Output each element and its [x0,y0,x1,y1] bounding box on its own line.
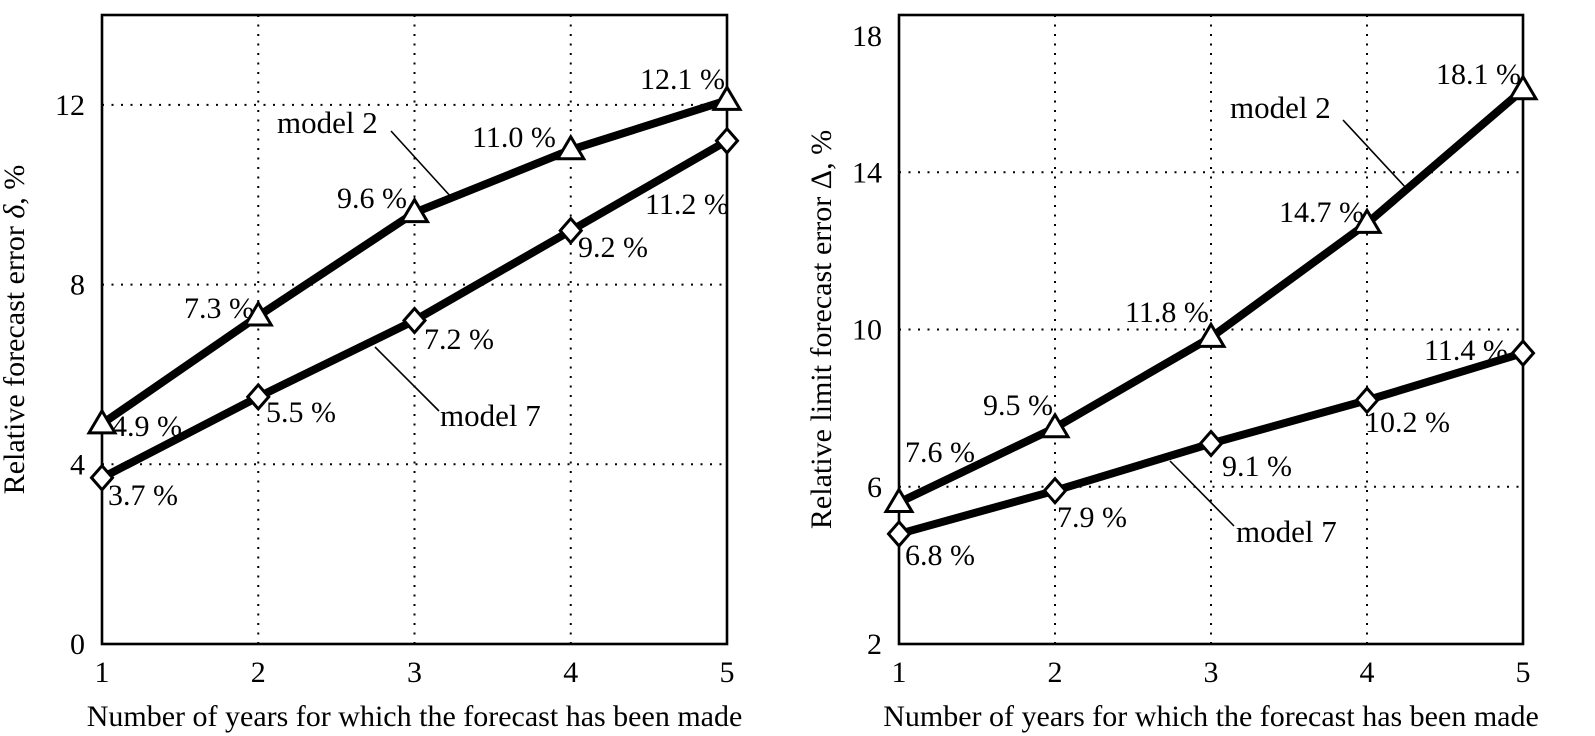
y-tick-label: 12 [55,89,85,122]
value-label: 7.9 % [1057,501,1127,534]
x-tick-label: 3 [1204,656,1219,689]
diamond-marker [714,126,740,156]
diamond-marker [1354,385,1380,415]
value-label: 11.0 % [472,121,556,154]
x-tick-label: 1 [892,656,907,689]
series-callout-label: model 2 [1230,90,1331,125]
y-axis-title: Relative limit forecast error Δ, % [805,130,838,529]
value-label: 9.5 % [983,389,1053,422]
callout-leader-line [374,346,440,412]
diamond-marker [89,463,115,493]
value-label: 11.4 % [1424,334,1508,367]
y-tick-label: 10 [852,314,882,347]
value-label: 18.1 % [1436,58,1521,91]
x-tick-label: 4 [1360,656,1375,689]
value-label: 10.2 % [1365,406,1450,439]
value-label: 7.3 % [184,292,254,325]
diamond-marker [402,306,427,335]
plot-frame [897,13,1525,646]
chart-right: 7.6 %9.5 % 11.8 % 14.7 % 18.1 % 6.8 % 7.9 % 9.… [805,13,1539,733]
y-tick-label: 8 [70,269,85,302]
triangle-marker [1507,73,1539,101]
plot-frame [100,13,729,646]
value-label: 9.6 % [337,182,407,215]
value-label: 12.1 % [640,63,725,96]
x-tick-label: 2 [1048,656,1063,689]
y-tick-label: 0 [70,628,85,661]
value-label: 3.7 % [108,479,178,512]
y-tick-label: 4 [70,448,85,481]
triangle-marker [883,486,915,513]
callout-leader-line [1169,460,1235,527]
diamond-marker [1042,476,1068,505]
x-tick-label: 4 [563,656,578,689]
y-tick-label: 6 [867,471,882,504]
value-label: 4.9 % [112,410,182,443]
y-axis-title: Relative forecast error δ, % [0,165,31,495]
triangle-marker [555,133,587,161]
x-tick-label: 5 [720,656,735,689]
y-tick-label: 18 [852,20,882,53]
chart-left: 4.9 % 7.3 % 9.6 % 11.0 % 12.1 % 3.7 % 5.5 % 7.2… [0,13,743,733]
value-label: 11.2 % [645,188,729,221]
callout-leader-line [1342,119,1408,190]
callout-leader-line [390,130,453,199]
triangle-marker [1351,207,1383,234]
value-label: 9.1 % [1222,450,1292,483]
diamond-marker [1198,429,1224,458]
value-label: 14.7 % [1279,196,1364,229]
triangle-marker [711,84,743,111]
x-tick-label: 3 [407,656,422,689]
triangle-marker [1039,411,1071,439]
series-callout-label: model 7 [1236,514,1337,549]
series-callout-label: model 2 [277,105,378,140]
series-callout-label: model 7 [440,398,541,433]
value-label: 6.8 % [905,539,975,572]
y-tick-label: 2 [867,628,882,661]
x-tick-label: 5 [1516,656,1531,689]
triangle-marker [1195,321,1227,348]
diamond-marker [245,382,271,412]
x-tick-label: 2 [251,656,266,689]
triangle-marker [86,407,118,435]
x-axis-title: Number of years for which the forecast h… [883,700,1539,733]
value-label: 5.5 % [266,396,336,429]
triangle-marker [398,196,431,224]
triangle-marker [242,300,274,327]
x-tick-label: 1 [95,656,110,689]
diamond-marker [1510,338,1536,368]
y-tick-label: 14 [852,156,882,189]
diamond-marker [558,216,584,245]
value-label: 7.6 % [905,436,975,469]
value-label: 7.2 % [424,323,494,356]
x-axis-title: Number of years for which the forecast h… [87,700,743,733]
diamond-marker [886,519,912,549]
value-label: 11.8 % [1125,296,1209,329]
value-label: 9.2 % [578,231,648,264]
